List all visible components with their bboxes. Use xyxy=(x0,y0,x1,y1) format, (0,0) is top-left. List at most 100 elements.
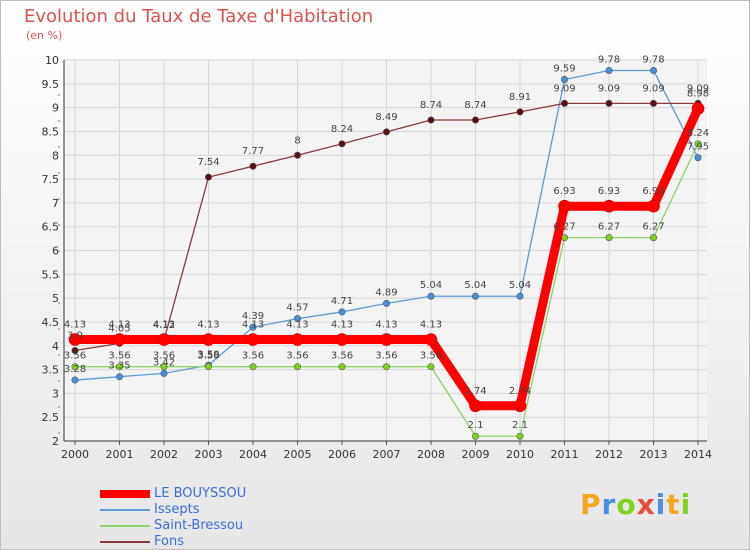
data-point-issepts xyxy=(338,308,346,316)
data-point-le-bouyssou xyxy=(335,333,349,346)
data-label-saint-bressou: 6.27 xyxy=(553,222,575,233)
data-label-saint-bressou: 2.1 xyxy=(468,420,484,431)
data-point-fons xyxy=(471,116,479,124)
legend-swatch xyxy=(100,525,150,527)
data-point-saint-bressou xyxy=(649,234,657,242)
data-point-le-bouyssou xyxy=(113,333,126,346)
data-point-fons xyxy=(338,140,346,148)
data-label-fons: 9.09 xyxy=(642,83,664,94)
data-point-issepts xyxy=(116,373,124,381)
data-label-le-bouyssou: 2.74 xyxy=(464,386,486,397)
data-point-le-bouyssou xyxy=(691,102,705,115)
data-label-saint-bressou: 3.56 xyxy=(108,351,130,362)
data-label-le-bouyssou: 4.13 xyxy=(153,320,175,331)
data-point-saint-bressou xyxy=(338,363,346,371)
y-tick-label: 7.5 xyxy=(42,173,60,186)
x-tick-label: 2000 xyxy=(61,448,89,461)
data-point-le-bouyssou xyxy=(558,199,571,213)
data-label-fons: 8.74 xyxy=(420,100,442,111)
data-point-saint-bressou xyxy=(160,363,168,371)
logo-letter: r xyxy=(601,488,617,521)
x-tick-label: 2012 xyxy=(595,448,623,461)
data-label-fons: 8.91 xyxy=(509,92,531,103)
data-point-saint-bressou xyxy=(471,432,479,440)
data-point-le-bouyssou xyxy=(380,333,393,346)
data-point-issepts xyxy=(293,315,301,323)
y-tick-label: 10 xyxy=(45,54,59,67)
y-tick-label: 4.5 xyxy=(42,316,60,329)
data-point-fons xyxy=(71,347,79,355)
chart-subtitle: (en %) xyxy=(26,29,63,42)
data-label-issepts: 3.59 xyxy=(197,349,219,360)
data-label-issepts: 5.04 xyxy=(509,280,531,291)
data-label-saint-bressou: 2.1 xyxy=(512,420,528,431)
data-label-le-bouyssou: 4.13 xyxy=(108,320,130,331)
data-label-issepts: 7.95 xyxy=(687,142,709,153)
y-tick-label: 3.5 xyxy=(42,364,60,377)
data-point-fons xyxy=(205,173,213,181)
y-tick-label: 4 xyxy=(52,340,59,353)
y-tick-label: 9.5 xyxy=(42,78,60,91)
data-label-le-bouyssou: 2.74 xyxy=(509,386,531,397)
y-tick-label: 9 xyxy=(52,102,59,115)
x-tick-label: 2011 xyxy=(551,448,579,461)
data-label-fons: 7.54 xyxy=(197,157,219,168)
data-point-fons xyxy=(249,162,257,170)
x-tick-label: 2008 xyxy=(417,448,445,461)
data-label-fons: 8 xyxy=(294,135,300,146)
data-label-le-bouyssou: 4.13 xyxy=(286,320,308,331)
x-tick-label: 2013 xyxy=(640,448,668,461)
data-label-le-bouyssou: 4.13 xyxy=(64,320,86,331)
data-point-le-bouyssou xyxy=(291,333,304,346)
data-point-fons xyxy=(649,99,657,107)
y-tick-label: 8.5 xyxy=(42,125,60,138)
legend-swatch xyxy=(100,490,150,498)
x-tick-label: 2010 xyxy=(506,448,534,461)
logo-letter: P xyxy=(580,488,602,521)
proxiti-logo: Proxiti xyxy=(580,488,691,521)
data-label-fons: 4.05 xyxy=(108,323,130,334)
data-label-saint-bressou: 6.27 xyxy=(642,222,664,233)
chart-title: Evolution du Taux de Taxe d'Habitation xyxy=(24,6,374,27)
data-point-saint-bressou xyxy=(116,363,124,371)
x-tick-label: 2002 xyxy=(150,448,178,461)
line-chart: 2 2.5 3 3.5 4 4.5 5 5.5 6 6.5 7 7.5 8 8.5 9 9.5 10 2000 20… xyxy=(42,54,713,461)
data-point-issepts xyxy=(516,292,524,300)
x-tick-label: 2009 xyxy=(462,448,490,461)
data-label-issepts: 5.04 xyxy=(420,280,442,291)
data-point-saint-bressou xyxy=(382,363,390,371)
data-point-issepts xyxy=(694,154,702,162)
y-tick-label: 5.5 xyxy=(42,268,60,281)
y-tick-label: 6.5 xyxy=(42,221,60,234)
y-tick-label: 2.5 xyxy=(42,411,60,424)
data-point-saint-bressou xyxy=(605,234,613,242)
y-tick-label: 7 xyxy=(52,197,59,210)
data-label-issepts: 9.78 xyxy=(598,54,620,65)
data-point-issepts xyxy=(649,66,657,74)
logo-letter: o xyxy=(616,488,637,521)
x-tick-label: 2005 xyxy=(284,448,312,461)
legend-label: Fons xyxy=(154,534,184,549)
data-point-le-bouyssou xyxy=(424,333,438,346)
data-label-issepts: 4.57 xyxy=(286,303,308,314)
data-point-le-bouyssou xyxy=(157,333,171,346)
data-label-saint-bressou: 3.56 xyxy=(286,351,308,362)
data-label-le-bouyssou: 6.93 xyxy=(642,186,664,197)
data-point-saint-bressou xyxy=(427,363,435,371)
data-point-le-bouyssou xyxy=(513,399,527,413)
data-point-fons xyxy=(427,116,435,124)
y-tick-label: 6 xyxy=(52,245,59,258)
data-label-fons: 4.12 xyxy=(153,320,175,331)
data-point-saint-bressou xyxy=(71,363,79,371)
data-point-issepts xyxy=(471,292,479,300)
data-label-fons: 8.24 xyxy=(331,124,353,135)
data-point-fons xyxy=(293,151,301,159)
data-label-fons: 3.9 xyxy=(67,331,83,342)
data-label-issepts: 4.71 xyxy=(331,296,353,307)
data-point-le-bouyssou xyxy=(469,399,482,413)
data-label-saint-bressou: 3.56 xyxy=(242,351,264,362)
data-point-le-bouyssou xyxy=(202,333,215,346)
data-point-fons xyxy=(560,99,568,107)
data-label-issepts: 3.28 xyxy=(64,364,86,375)
legend-label: LE BOUYSSOU xyxy=(154,486,247,501)
